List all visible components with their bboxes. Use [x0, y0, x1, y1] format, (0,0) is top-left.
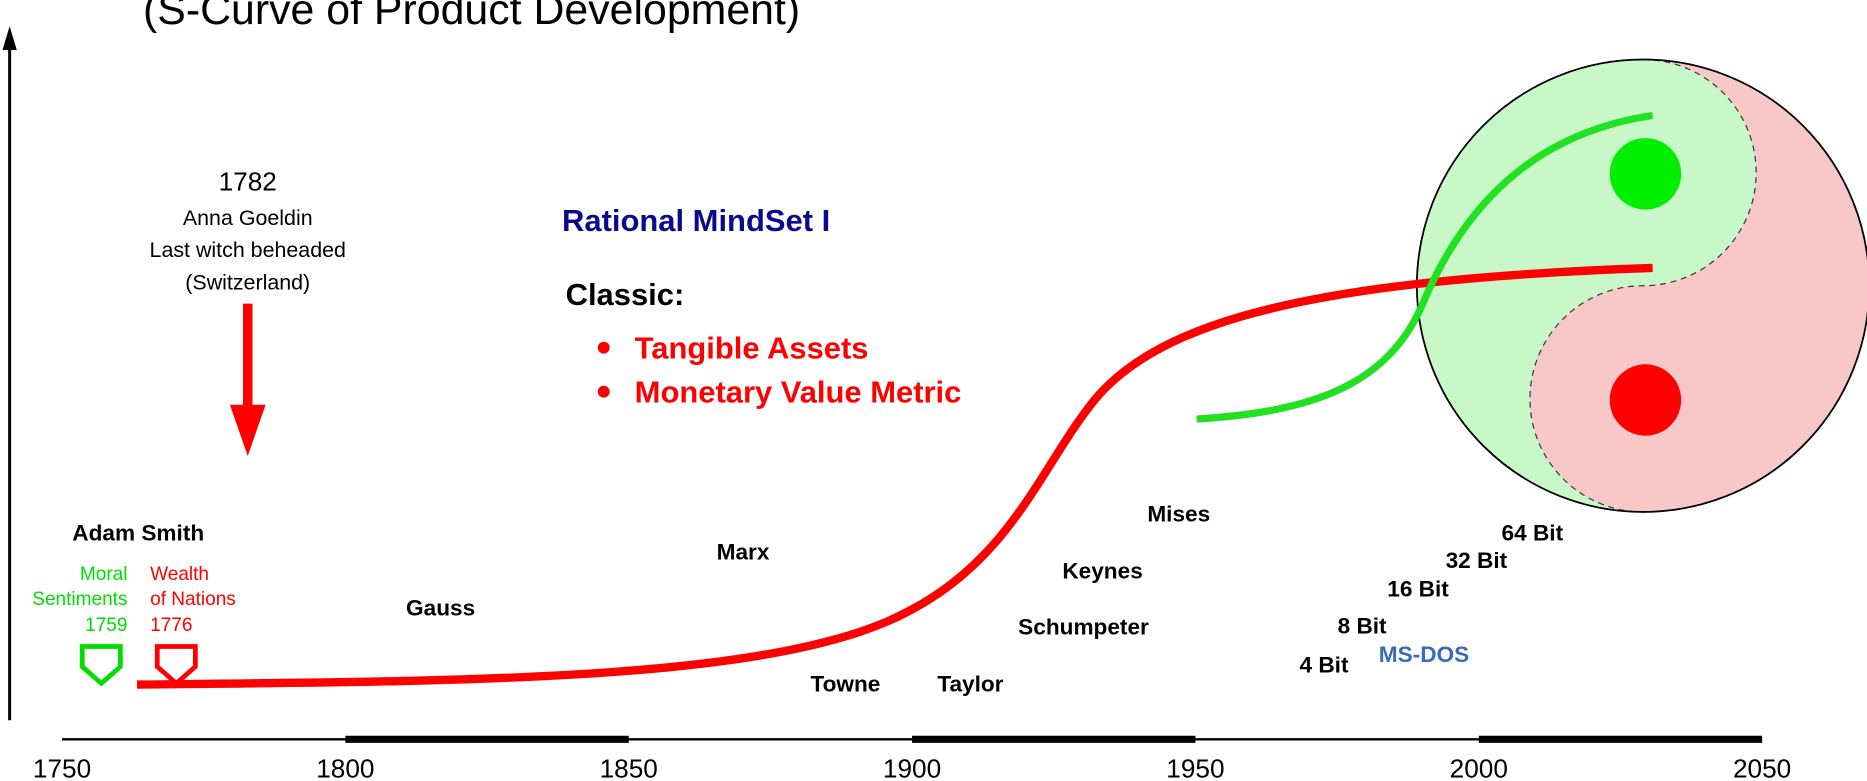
computing-label: 4 Bit [1300, 653, 1349, 678]
event-line: Last witch beheaded [150, 238, 346, 262]
title: (S-Curve of Product Development) [143, 0, 800, 34]
name-label: Keynes [1062, 559, 1142, 584]
adam-smith: Adam Smith [72, 521, 204, 546]
event-line: (Switzerland) [185, 270, 310, 294]
moral-text: Moral [80, 564, 128, 585]
mindset-subheading: Classic: [566, 277, 685, 312]
name-label: Taylor [937, 672, 1003, 697]
computing-label: 32 Bit [1446, 548, 1508, 573]
wealth-marker [157, 646, 195, 683]
moral-text: Sentiments [32, 589, 127, 610]
name-label: Gauss [406, 596, 475, 621]
computing-label: MS-DOS [1379, 642, 1469, 667]
computing-label: 16 Bit [1387, 576, 1449, 601]
tick-label: 1950 [1166, 753, 1224, 781]
name-label: Mises [1147, 501, 1210, 526]
event-year: 1782 [219, 166, 277, 196]
green-dot [1610, 138, 1681, 209]
name-label: Marx [717, 540, 770, 565]
diagram: (S-Curve of Product Development) 1750 180… [0, 0, 1867, 781]
name-label: Schumpeter [1018, 615, 1149, 640]
tick-label: 2050 [1733, 753, 1791, 781]
mindset-heading: Rational MindSet I [562, 203, 830, 238]
tick-label: 1800 [316, 753, 374, 781]
moral-marker [82, 646, 120, 683]
tick-label: 1750 [33, 753, 91, 781]
tick-label: 1900 [883, 753, 941, 781]
bullet-text: Tangible Assets [635, 330, 869, 365]
timeline: 1750 1800 1850 1900 1950 2000 2050 [33, 739, 1791, 781]
event-line: Anna Goeldin [183, 206, 313, 230]
moral-text: 1759 [85, 615, 127, 636]
wealth-text: Wealth [150, 564, 209, 585]
computing-label: 8 Bit [1338, 613, 1387, 638]
axis-arrowhead [2, 26, 16, 50]
bullet [598, 386, 610, 398]
bullet [598, 342, 610, 354]
yin-yang [1417, 60, 1867, 512]
computing-label: 64 Bit [1502, 521, 1564, 546]
red-dot [1610, 364, 1681, 435]
bullet-text: Monetary Value Metric [635, 374, 962, 409]
name-label: Towne [810, 672, 880, 697]
wealth-text: of Nations [150, 589, 236, 610]
tick-label: 1850 [600, 753, 658, 781]
event-arrowhead [230, 405, 266, 456]
tick-label: 2000 [1450, 753, 1508, 781]
wealth-text: 1776 [150, 615, 192, 636]
